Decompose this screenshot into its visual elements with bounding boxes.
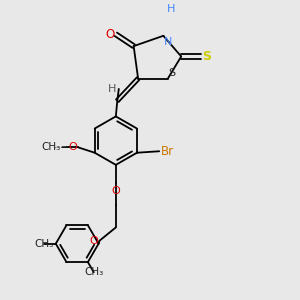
Text: S: S: [202, 50, 211, 63]
Text: CH₃: CH₃: [84, 267, 104, 277]
Text: H: H: [108, 84, 116, 94]
Text: O: O: [89, 236, 98, 246]
Text: O: O: [111, 186, 120, 196]
Text: S: S: [168, 68, 175, 78]
Text: Br: Br: [161, 145, 174, 158]
Text: H: H: [167, 4, 175, 14]
Text: CH₃: CH₃: [41, 142, 61, 152]
Text: methoxy: methoxy: [55, 147, 61, 148]
Text: N: N: [164, 37, 172, 47]
Text: methoxy: methoxy: [61, 146, 68, 147]
Text: CH₃: CH₃: [34, 239, 54, 249]
Text: O: O: [69, 142, 77, 152]
Text: O: O: [105, 28, 114, 41]
